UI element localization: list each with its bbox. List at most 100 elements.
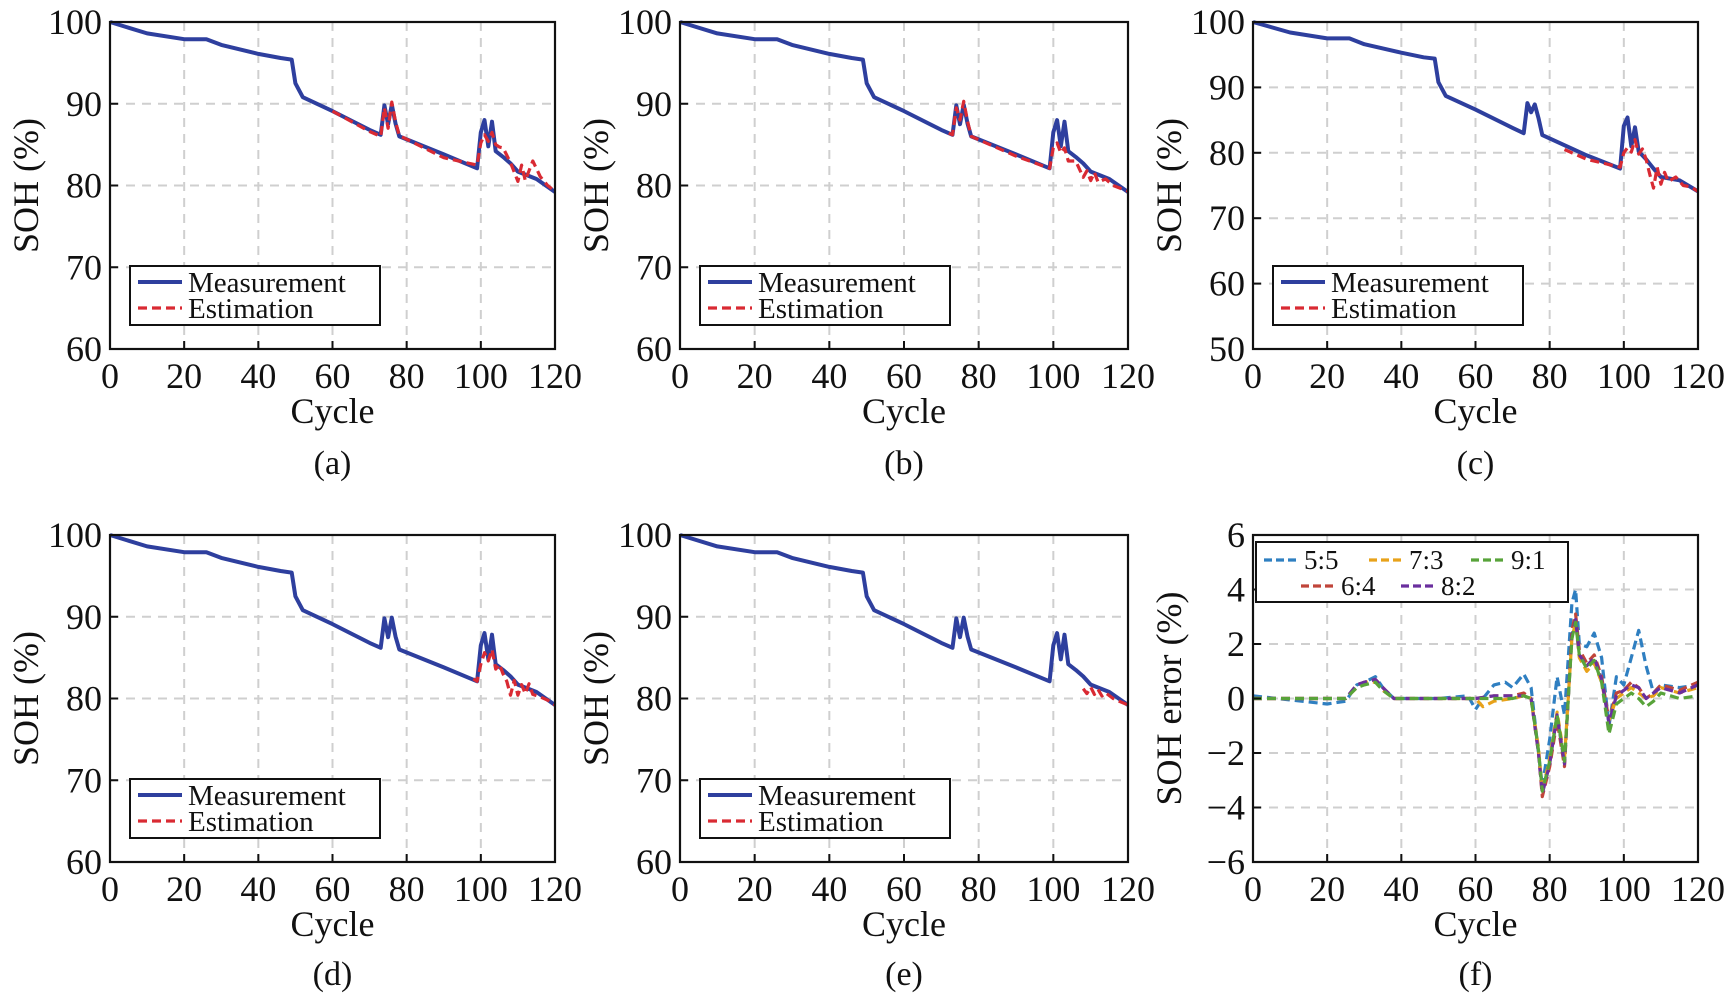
- x-tick-label: 100: [1026, 356, 1080, 396]
- x-tick-label: 0: [671, 869, 689, 909]
- legend-label: Measurement: [1331, 267, 1489, 299]
- y-tick-label: 80: [1209, 133, 1245, 173]
- y-axis-title: SOH error (%): [1149, 592, 1189, 806]
- x-tick-label: 0: [101, 356, 119, 396]
- series-line-measurement: [679, 533, 1130, 707]
- x-tick-label: 80: [961, 356, 997, 396]
- legend-label: 8:2: [1441, 571, 1476, 601]
- x-tick-label: 120: [1101, 356, 1155, 396]
- y-tick-label: 70: [1209, 198, 1245, 238]
- legend-label: Estimation: [1331, 293, 1457, 325]
- x-tick-label: 20: [737, 356, 773, 396]
- x-tick-label: 0: [1244, 869, 1262, 909]
- x-axis-title: Cycle: [291, 904, 375, 944]
- x-tick-label: 40: [1383, 356, 1419, 396]
- y-tick-label: 70: [636, 760, 672, 800]
- x-tick-label: 120: [1671, 869, 1725, 909]
- y-tick-label: 80: [66, 679, 102, 719]
- series-line-8-2: [1253, 617, 1699, 796]
- x-tick-label: 100: [1026, 869, 1080, 909]
- legend-label: 7:3: [1409, 545, 1444, 575]
- panel-caption: (b): [884, 445, 924, 482]
- chart-panel-a: 0 20 40 60 80 100 120 60 70 80 90 100 Cycle SOH (%) (a…: [6, 2, 582, 482]
- panel-caption: (d): [313, 956, 353, 993]
- x-tick-label: 100: [1597, 869, 1651, 909]
- legend-label: Measurement: [758, 780, 916, 812]
- y-tick-label: 90: [636, 84, 672, 124]
- y-tick-label: 70: [636, 247, 672, 287]
- x-axis-title: Cycle: [291, 391, 375, 431]
- y-tick-label: −4: [1207, 788, 1245, 828]
- x-tick-label: 0: [1244, 356, 1262, 396]
- x-tick-label: 20: [737, 869, 773, 909]
- x-tick-label: 120: [1671, 356, 1725, 396]
- x-tick-label: 80: [961, 869, 997, 909]
- legend-box: [129, 265, 381, 326]
- panel-caption: (a): [314, 445, 352, 482]
- y-tick-label: 90: [636, 597, 672, 637]
- y-tick-label: 70: [66, 247, 102, 287]
- panel-caption: (f): [1459, 956, 1493, 993]
- series-line-7-3: [1253, 620, 1699, 793]
- x-tick-label: 0: [101, 869, 119, 909]
- y-tick-label: 60: [636, 329, 672, 369]
- chart-panel-b: 0 20 40 60 80 100 120 60 70 80 90 100 Cycle SOH (%) (b…: [576, 2, 1155, 482]
- x-tick-label: 20: [166, 869, 202, 909]
- x-tick-label: 60: [315, 356, 351, 396]
- y-tick-label: 6: [1227, 515, 1245, 555]
- y-tick-label: 90: [66, 84, 102, 124]
- x-tick-label: 80: [1532, 869, 1568, 909]
- y-axis-title: SOH (%): [576, 631, 616, 766]
- series-line-estimation: [472, 647, 556, 707]
- x-tick-label: 0: [671, 356, 689, 396]
- x-tick-label: 60: [1458, 869, 1494, 909]
- x-tick-label: 80: [389, 356, 425, 396]
- legend-label: Measurement: [758, 267, 916, 299]
- y-tick-label: 0: [1227, 679, 1245, 719]
- series-line-estimation: [331, 100, 556, 193]
- x-axis-title: Cycle: [1434, 904, 1518, 944]
- legend: 5:56:4 7:38:2 9:1: [1255, 541, 1569, 603]
- y-tick-label: 70: [66, 760, 102, 800]
- x-tick-label: 40: [240, 869, 276, 909]
- panel-caption: (c): [1457, 445, 1495, 482]
- y-axis-title: SOH (%): [1149, 118, 1189, 253]
- x-tick-label: 60: [886, 869, 922, 909]
- y-tick-label: 4: [1227, 570, 1245, 610]
- series-line-estimation: [1563, 138, 1699, 193]
- y-axis-title: SOH (%): [6, 631, 46, 766]
- y-tick-label: 80: [636, 679, 672, 719]
- x-tick-label: 40: [811, 869, 847, 909]
- chart-panel-d: 0 20 40 60 80 100 120 60 70 80 90 100 Cycle SOH (%) (d…: [6, 515, 582, 993]
- x-tick-label: 120: [528, 869, 582, 909]
- chart-panel-e: 0 20 40 60 80 100 120 60 70 80 90 100 Cycle SOH (%) (e…: [576, 515, 1155, 993]
- x-tick-label: 20: [166, 356, 202, 396]
- x-tick-label: 60: [315, 869, 351, 909]
- y-tick-label: 60: [1209, 264, 1245, 304]
- x-tick-label: 20: [1309, 869, 1345, 909]
- x-tick-label: 100: [1597, 356, 1651, 396]
- y-tick-label: 80: [636, 166, 672, 206]
- legend-label: Measurement: [188, 267, 346, 299]
- x-axis-title: Cycle: [1434, 391, 1518, 431]
- y-tick-label: 60: [636, 842, 672, 882]
- y-tick-label: 80: [66, 166, 102, 206]
- x-tick-label: 80: [389, 869, 425, 909]
- x-axis-title: Cycle: [862, 904, 946, 944]
- legend-label: Estimation: [188, 806, 314, 838]
- x-tick-label: 60: [886, 356, 922, 396]
- legend-label: Estimation: [758, 806, 884, 838]
- x-tick-label: 100: [454, 869, 508, 909]
- series-line-estimation: [948, 99, 1129, 193]
- x-tick-label: 60: [1458, 356, 1494, 396]
- y-tick-label: 60: [66, 842, 102, 882]
- panel-caption: (e): [885, 956, 923, 993]
- chart-panel-c: 0 20 40 60 80 100 120 50 60 70 80 90 100 Cycle SOH (%)…: [1149, 2, 1725, 482]
- x-tick-label: 80: [1532, 356, 1568, 396]
- series-line-estimation: [1081, 685, 1129, 707]
- y-tick-label: 60: [66, 329, 102, 369]
- legend-label: 9:1: [1511, 545, 1546, 575]
